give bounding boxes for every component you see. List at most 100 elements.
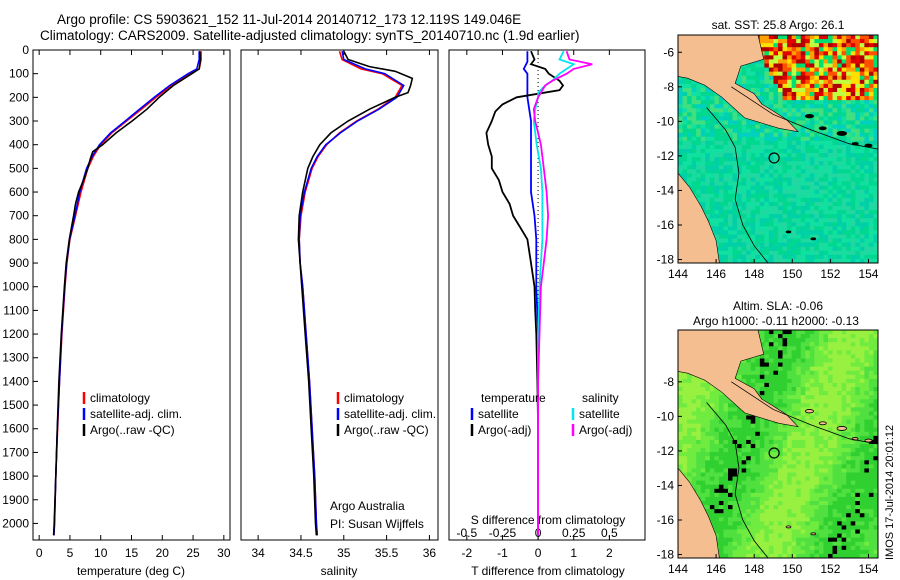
island: [810, 532, 817, 536]
sst-map-frame: [677, 34, 879, 264]
map-lat-label: -10: [657, 409, 675, 423]
depth-tick-label: 1300: [2, 351, 29, 365]
island: [804, 114, 815, 119]
map-lat-label: -6: [663, 45, 674, 59]
land-australia: [678, 467, 720, 558]
temperature-series-1: [53, 51, 200, 536]
title-line-1: Argo profile: CS 5903621_152 11-Jul-2014…: [57, 12, 522, 27]
tdiff-axis-tick-label: -2: [461, 546, 472, 560]
sdiff-tick-label: 0.25: [562, 526, 586, 540]
map-lon-label: 148: [744, 562, 764, 576]
map-lon-label: 150: [782, 562, 802, 576]
salinity-axis-tick-label: 35.5: [375, 546, 399, 560]
map-lat-label: -10: [657, 114, 675, 128]
island: [836, 131, 848, 136]
tdiff-xlabel: T difference from climatology: [471, 564, 625, 578]
temperature-legend-label: Argo(..raw -QC): [90, 423, 175, 437]
temperature-series-2: [52, 51, 202, 536]
temperature-axis-tick-label: 30: [217, 546, 231, 560]
salinity-legend-label: satellite-adj. clim.: [344, 407, 436, 421]
temperature-legend-label: climatology: [90, 391, 150, 405]
depth-tick-label: 100: [9, 67, 29, 81]
tdiff-axis-tick-label: 1: [570, 546, 577, 560]
temperature-axis-tick-label: 25: [186, 546, 200, 560]
salinity-panel-frame: [240, 49, 439, 541]
depth-tick-label: 1900: [2, 493, 29, 507]
tdiff-axis-tick-label: 2: [606, 546, 613, 560]
map-lon-label: 144: [668, 267, 688, 281]
temperature-axis-tick-label: 0: [36, 546, 43, 560]
difference-series-3: [532, 50, 593, 536]
land-australia: [678, 172, 720, 263]
map-lon-label: 146: [706, 562, 726, 576]
annotation-argo-australia: Argo Australia: [330, 499, 405, 513]
map-lat-label: -18: [657, 548, 675, 562]
depth-tick-label: 600: [9, 185, 29, 199]
depth-tick-label: 0: [22, 43, 29, 57]
depth-tick-label: 400: [9, 138, 29, 152]
map-lat-label: -18: [657, 253, 675, 267]
temperature-axis-tick-label: 15: [125, 546, 139, 560]
map-lon-label: 148: [744, 267, 764, 281]
map-lon-label: 150: [782, 267, 802, 281]
temperature-xlabel: temperature (deg C): [77, 564, 185, 578]
title-line-2: Climatology: CARS2009. Satellite-adjuste…: [40, 28, 580, 43]
map-lon-label: 154: [858, 267, 878, 281]
island: [836, 426, 848, 431]
sdiff-tick-label: 0.5: [601, 526, 618, 540]
salinity-series-1: [298, 51, 405, 536]
map-lon-label: 144: [668, 562, 688, 576]
island: [818, 421, 827, 426]
sla-map-group: 144 146 148 150 152 154 -8 -10 -12 -14 -16 -18 Altim…: [657, 299, 879, 576]
depth-tick-label: 1000: [2, 280, 29, 294]
tdiff-legend-label: Argo(-adj): [478, 423, 531, 437]
depth-tick-label: 300: [9, 114, 29, 128]
depth-tick-label: 1600: [2, 422, 29, 436]
map-lon-label: 146: [706, 267, 726, 281]
temperature-legend-title: temperature: [481, 391, 546, 405]
salinity-xlabel: salinity: [321, 564, 358, 578]
map-lat-label: -12: [657, 444, 675, 458]
tdiff-axis-tick-label: 0: [535, 546, 542, 560]
map-lon-label: 152: [820, 267, 840, 281]
map-lon-label: 154: [858, 562, 878, 576]
bathymetry-contour: [731, 381, 878, 445]
map-lat-label: -8: [663, 375, 674, 389]
salinity-axis-tick-label: 34.5: [289, 546, 313, 560]
island: [818, 126, 827, 131]
sst-map-group: 144 146 148 150 152 154 -6 -8 -10 -12 -14 -16 -18 sat…: [657, 18, 879, 281]
temperature-legend-label: satellite-adj. clim.: [90, 407, 182, 421]
difference-series-1: [485, 50, 565, 536]
island: [804, 409, 815, 414]
sst-map-field: [678, 35, 878, 263]
sla-map-field: [678, 330, 878, 558]
depth-tick-label: 800: [9, 232, 29, 246]
map-lon-label: 152: [820, 562, 840, 576]
sdiff-tick-label: -0.25: [489, 526, 517, 540]
island: [785, 525, 792, 529]
salinity-legend-label: climatology: [344, 391, 404, 405]
sla-map-title: Argo h1000: -0.11 h2000: -0.13: [693, 314, 859, 328]
salinity-legend-title: salinity: [582, 391, 619, 405]
bathymetry-contour: [706, 402, 769, 558]
salinity-axis-tick-label: 35: [337, 546, 351, 560]
annotation-pi: PI: Susan Wijffels: [330, 517, 424, 531]
island: [785, 230, 792, 234]
salinity-series-2: [297, 50, 414, 536]
map-lat-label: -14: [657, 183, 675, 197]
map-lat-label: -16: [657, 513, 675, 527]
depth-tick-label: 700: [9, 209, 29, 223]
depth-tick-label: 1200: [2, 327, 29, 341]
temperature-axis-tick-label: 20: [156, 546, 170, 560]
temperature-axis-tick-label: 10: [94, 546, 108, 560]
depth-tick-label: 500: [9, 161, 29, 175]
depth-tick-label: 1100: [3, 303, 29, 317]
depth-tick-label: 2000: [2, 516, 29, 530]
salinity-axis-tick-label: 36: [423, 546, 437, 560]
difference-series-2: [532, 50, 576, 536]
depth-tick-label: 1800: [2, 469, 29, 483]
argo-float-marker: [768, 447, 780, 459]
temperature-axis-tick-label: 5: [67, 546, 74, 560]
depth-tick-label: 1700: [2, 445, 29, 459]
